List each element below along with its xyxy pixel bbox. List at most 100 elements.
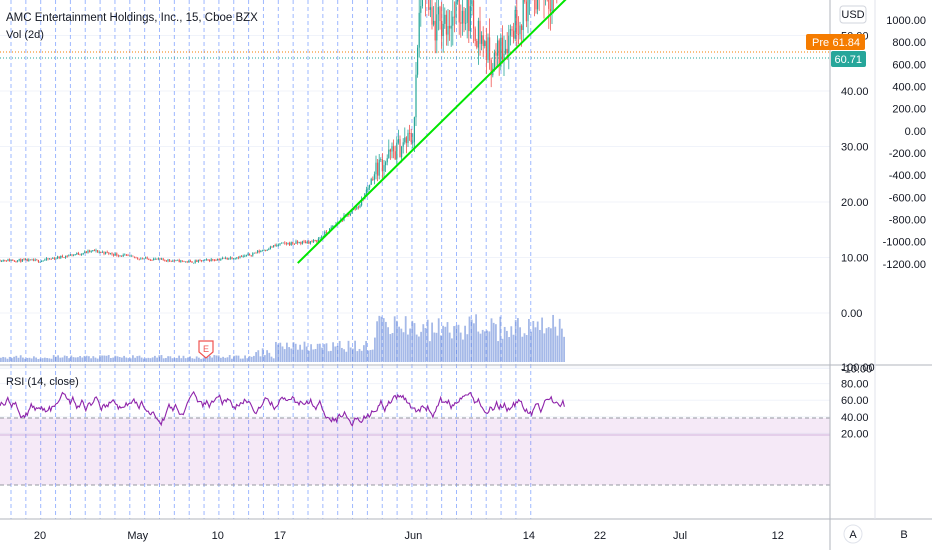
candle-body: [357, 206, 359, 208]
trendline[interactable]: [297, 0, 591, 264]
candle-body: [191, 261, 193, 263]
candle-body: [5, 260, 7, 262]
candle-body: [26, 259, 28, 262]
candle-body: [2, 260, 4, 262]
volume-bar: [448, 332, 451, 362]
candle-body: [474, 28, 476, 41]
volume-bar: [470, 319, 473, 362]
candle-body: [212, 259, 214, 261]
candle-body: [129, 255, 131, 257]
volume-bar: [15, 355, 18, 362]
volume-bar: [444, 326, 447, 362]
candle-body: [60, 255, 62, 258]
volume-bar: [561, 328, 563, 362]
candle-body: [290, 242, 292, 245]
volume-bar: [17, 357, 20, 362]
volume-bar: [259, 356, 262, 362]
candle-body: [389, 149, 391, 152]
volume-bar: [523, 333, 526, 362]
volume-bar: [160, 355, 163, 362]
candle-body: [4, 260, 6, 261]
candle-body: [68, 255, 70, 257]
volume-bar: [510, 326, 513, 362]
candle-body: [458, 0, 460, 23]
candle-body: [154, 258, 156, 260]
volume-bar: [246, 358, 249, 362]
volume-bar: [22, 357, 24, 362]
candle-body: [303, 241, 305, 243]
volume-bar: [481, 329, 484, 362]
candle-body: [393, 146, 395, 152]
candle-body: [164, 259, 166, 261]
volume-bar: [79, 355, 81, 362]
volume-bar: [81, 357, 84, 362]
volume-bar: [13, 356, 15, 362]
candle-body: [61, 255, 63, 258]
candle-body: [69, 254, 71, 256]
currency-button[interactable]: USD: [839, 5, 867, 24]
candle-body: [77, 253, 79, 255]
volume-bar: [110, 357, 112, 362]
candle-body: [305, 241, 307, 244]
candle-body: [82, 253, 84, 254]
volume-bar: [107, 355, 110, 362]
candle-body: [476, 40, 478, 48]
volume-bar: [92, 356, 95, 362]
candle-body: [225, 257, 227, 259]
volume-bar: [222, 356, 224, 362]
b-button[interactable]: B: [900, 529, 907, 541]
volume-bar: [426, 319, 429, 362]
volume-bar: [363, 345, 365, 362]
volume-bar: [499, 316, 502, 362]
volume-bar: [233, 355, 235, 362]
volume-bar: [162, 358, 165, 362]
volume-bar: [41, 358, 44, 362]
volume-bar: [479, 333, 482, 362]
time-axis[interactable]: 20 May 10 17 Jun 14 22 Jul 12: [34, 530, 784, 542]
volume-bar: [103, 355, 106, 362]
candle-body: [313, 240, 315, 242]
candle-body: [437, 7, 439, 15]
candle-body: [277, 244, 279, 246]
candle-body: [481, 35, 483, 44]
earnings-marker[interactable]: E: [198, 340, 214, 359]
right-axis-tick-label: 0.00: [905, 126, 926, 138]
candle-body: [273, 245, 275, 248]
rsi-axis[interactable]: 100.00 80.00 60.00 40.00 20.00: [841, 362, 875, 440]
candle-body: [188, 260, 190, 263]
volume-bar: [358, 348, 361, 362]
candle-body: [266, 249, 268, 251]
candle-body: [498, 40, 500, 67]
volume-bar: [323, 344, 326, 362]
rsi-axis-tick-label: 100.00: [841, 362, 875, 374]
candle-body: [52, 258, 54, 260]
candle-body: [497, 40, 499, 56]
candle-body: [156, 258, 158, 260]
candle-body: [460, 22, 462, 24]
volume-bar: [90, 358, 92, 362]
volume-bar: [543, 333, 546, 362]
candle-body: [388, 149, 390, 159]
volume-bar: [508, 337, 510, 362]
candle-body: [373, 174, 375, 180]
candle-body: [377, 162, 379, 176]
candle-body: [261, 250, 263, 252]
candle-body: [133, 256, 135, 258]
volume-bar: [165, 357, 167, 362]
right-volume-axis[interactable]: 1000.00 800.00 600.00 400.00 200.00 0.00 -200.…: [883, 15, 926, 271]
time-axis-tick-label: 17: [274, 530, 286, 542]
volume-bar: [88, 356, 90, 362]
candle-body: [41, 260, 43, 262]
candle-body: [89, 250, 91, 252]
candle-body: [285, 243, 287, 245]
candle-body: [485, 40, 487, 60]
volume-bar: [343, 349, 345, 362]
auto-scale-button[interactable]: A: [843, 524, 863, 544]
candle-body: [252, 253, 254, 256]
candle-body: [245, 255, 247, 256]
candle-body: [508, 35, 510, 53]
volume-bar: [512, 334, 515, 362]
volume-bar: [380, 316, 383, 362]
volume-bar: [129, 358, 132, 362]
